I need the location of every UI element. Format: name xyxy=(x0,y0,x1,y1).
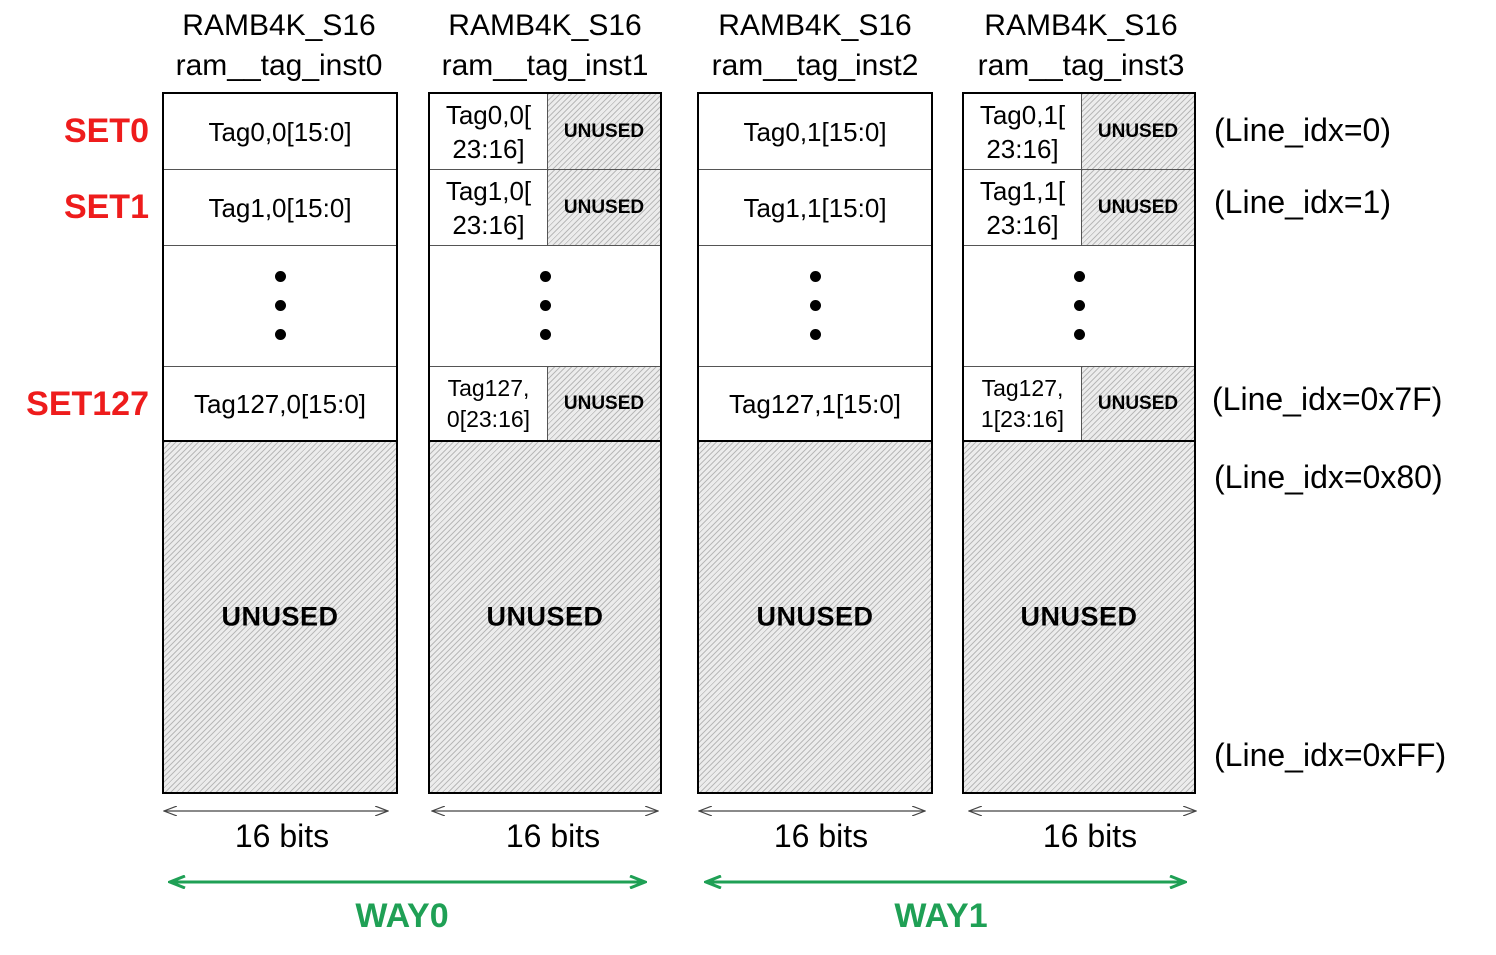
block1-row-set1-unused: UNUSED xyxy=(563,196,645,218)
block2-row-set0-text: Tag0,1[15:0] xyxy=(743,116,887,147)
ram-block-inst2: Tag0,1[15:0] Tag1,1[15:0] Tag127,1[15:0]… xyxy=(697,92,933,794)
block1-row-set0-text: Tag0,0[23:16] xyxy=(445,99,532,164)
block3-row-set1: Tag1,1[23:16] UNUSED xyxy=(964,170,1194,246)
block0-ellipsis xyxy=(164,262,396,349)
ram-block-inst3: Tag0,1[23:16] UNUSED Tag1,1[23:16] UNUSE… xyxy=(962,92,1196,794)
block3-row-set0-unused: UNUSED xyxy=(1097,120,1179,142)
block3-unused-label: UNUSED xyxy=(1020,601,1138,632)
block3-inst-label: ram__tag_inst3 xyxy=(977,49,1185,82)
line-idx-label-ff: (Line_idx=0xFF) xyxy=(1214,737,1447,773)
block0-row-set1-text: Tag1,0[15:0] xyxy=(208,192,352,223)
block2-row-set1-text: Tag1,1[15:0] xyxy=(743,192,887,223)
block0-type-label: RAMB4K_S16 xyxy=(182,9,376,42)
block2-inst-label: ram__tag_inst2 xyxy=(711,49,919,82)
block2-row-set127-text: Tag127,1[15:0] xyxy=(728,388,902,419)
line-idx-label-7f: (Line_idx=0x7F) xyxy=(1212,381,1443,417)
block1-unused-label: UNUSED xyxy=(486,601,604,632)
set-label-1: SET1 xyxy=(63,188,149,226)
block3-row-set0: Tag0,1[23:16] UNUSED xyxy=(964,94,1194,170)
ram-block-inst0: Tag0,0[15:0] Tag1,0[15:0] Tag127,0[15:0]… xyxy=(162,92,398,794)
block1-row-set1: Tag1,0[23:16] UNUSED xyxy=(430,170,660,246)
block0-row-set127: Tag127,0[15:0] xyxy=(164,366,396,442)
block2-row-set0: Tag0,1[15:0] xyxy=(699,94,931,170)
block1-inst-label: ram__tag_inst1 xyxy=(441,49,649,82)
block2-width-label: 16 bits xyxy=(773,818,869,854)
block0-row-set1: Tag1,0[15:0] xyxy=(164,170,396,246)
block0-title: RAMB4K_S16 ram__tag_inst0 xyxy=(154,6,404,86)
ram-block-inst1: Tag0,0[23:16] UNUSED Tag1,0[23:16] UNUSE… xyxy=(428,92,662,794)
line-idx-label-0: (Line_idx=0) xyxy=(1214,112,1391,148)
block2-title: RAMB4K_S16 ram__tag_inst2 xyxy=(690,6,940,86)
block1-row-set0-unused: UNUSED xyxy=(563,120,645,142)
block1-row-set127-unused: UNUSED xyxy=(563,392,645,414)
block1-unused-region: UNUSED xyxy=(430,442,660,792)
block3-row-set0-text: Tag0,1[23:16] xyxy=(979,99,1066,164)
block0-unused-region: UNUSED xyxy=(164,442,396,792)
block2-type-label: RAMB4K_S16 xyxy=(718,9,912,42)
block0-row-set0-text: Tag0,0[15:0] xyxy=(208,116,352,147)
block3-row-set127-text: Tag127, 1[23:16] xyxy=(980,374,1065,432)
block1-width-label: 16 bits xyxy=(505,818,601,854)
block3-unused-region: UNUSED xyxy=(964,442,1194,792)
set-label-0: SET0 xyxy=(63,112,149,150)
block3-type-label: RAMB4K_S16 xyxy=(984,9,1178,42)
way0-label: WAY0 xyxy=(355,897,449,935)
block0-unused-label: UNUSED xyxy=(221,601,339,632)
block1-ellipsis xyxy=(430,262,660,349)
block1-row-set127-text: Tag127, 0[23:16] xyxy=(446,374,531,432)
block3-row-set1-unused: UNUSED xyxy=(1097,196,1179,218)
block2-row-set1: Tag1,1[15:0] xyxy=(699,170,931,246)
block3-row-set1-text: Tag1,1[23:16] xyxy=(979,175,1066,240)
block2-unused-label: UNUSED xyxy=(756,601,874,632)
block0-width-label: 16 bits xyxy=(234,818,330,854)
block1-title: RAMB4K_S16 ram__tag_inst1 xyxy=(420,6,670,86)
line-idx-label-1: (Line_idx=1) xyxy=(1214,184,1391,220)
block2-row-set127: Tag127,1[15:0] xyxy=(699,366,931,442)
set-label-127: SET127 xyxy=(26,385,149,423)
block0-row-set127-text: Tag127,0[15:0] xyxy=(193,388,367,419)
block3-ellipsis xyxy=(964,262,1194,349)
line-idx-label-80: (Line_idx=0x80) xyxy=(1214,459,1443,495)
block1-row-set1-text: Tag1,0[23:16] xyxy=(445,175,532,240)
block3-row-set127-unused: UNUSED xyxy=(1097,392,1179,414)
block0-row-set0: Tag0,0[15:0] xyxy=(164,94,396,170)
block2-ellipsis xyxy=(699,262,931,349)
way1-label: WAY1 xyxy=(894,897,988,935)
block1-type-label: RAMB4K_S16 xyxy=(448,9,642,42)
block3-row-set127: Tag127, 1[23:16] UNUSED xyxy=(964,366,1194,442)
block1-row-set0: Tag0,0[23:16] UNUSED xyxy=(430,94,660,170)
block3-title: RAMB4K_S16 ram__tag_inst3 xyxy=(956,6,1206,86)
block0-inst-label: ram__tag_inst0 xyxy=(175,49,383,82)
block1-row-set127: Tag127, 0[23:16] UNUSED xyxy=(430,366,660,442)
block2-unused-region: UNUSED xyxy=(699,442,931,792)
block3-width-label: 16 bits xyxy=(1042,818,1138,854)
